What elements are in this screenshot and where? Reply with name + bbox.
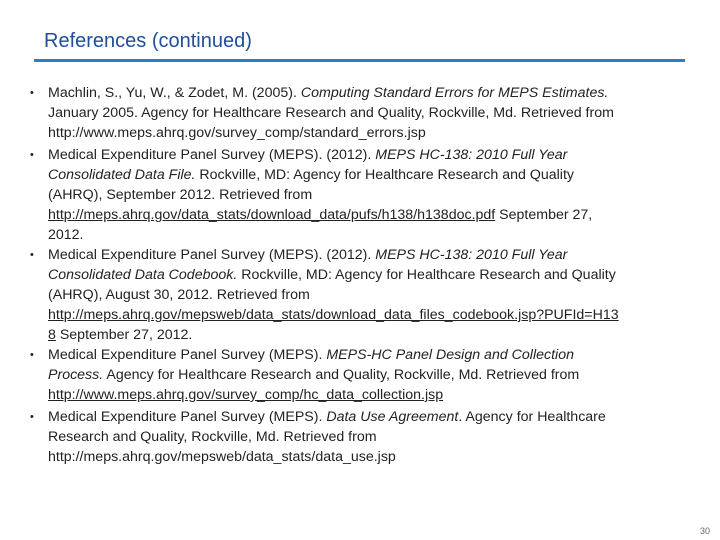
reference-title: MEPS HC-138: 2010 Full Year: [375, 247, 568, 263]
reference-title: Consolidated Data Codebook.: [48, 267, 238, 283]
reference-item-machlin: • Machlin, S., Yu, W., & Zodet, M. (2005…: [30, 83, 698, 143]
reference-line: http://meps.ahrq.gov/mepsweb/data_stats/…: [48, 305, 698, 325]
reference-line: (AHRQ), September 2012. Retrieved from: [48, 187, 313, 203]
reference-title: Computing Standard Errors for MEPS Estim…: [300, 85, 609, 101]
reference-line: Medical Expenditure Panel Survey (MEPS).…: [48, 407, 698, 427]
reference-line: Consolidated Data File. Rockville, MD: A…: [48, 165, 698, 185]
reference-line: Machlin, S., Yu, W., & Zodet, M. (2005).…: [48, 83, 698, 103]
reference-title: Data Use Agreement: [326, 409, 459, 425]
reference-line: Consolidated Data Codebook. Rockville, M…: [48, 265, 698, 285]
bullet-icon: •: [30, 87, 34, 99]
reference-publisher: Agency for Healthcare Research and Quali…: [103, 367, 580, 383]
reference-line: Medical Expenditure Panel Survey (MEPS).…: [48, 345, 698, 365]
reference-authors: Machlin, S., Yu, W., & Zodet, M. (2005).: [48, 85, 301, 101]
reference-line: 8 September 27, 2012.: [48, 325, 698, 345]
reference-url: http://www.meps.ahrq.gov/survey_comp/sta…: [48, 125, 426, 141]
reference-title: Consolidated Data File.: [48, 167, 196, 183]
reference-publisher: Rockville, MD: Agency for Healthcare Res…: [195, 167, 574, 183]
slide-title: References (continued): [44, 30, 252, 52]
reference-publisher: . Agency for Healthcare: [458, 409, 606, 425]
reference-title: MEPS HC-138: 2010 Full Year: [375, 147, 568, 163]
reference-line: http://meps.ahrq.gov/data_stats/download…: [48, 205, 698, 225]
bullet-icon: •: [30, 411, 34, 423]
reference-link[interactable]: http://meps.ahrq.gov/data_stats/download…: [48, 207, 496, 223]
bullet-icon: •: [30, 249, 34, 261]
reference-link[interactable]: http://meps.ahrq.gov/mepsweb/data_stats/…: [48, 307, 619, 323]
reference-line: Process. Agency for Healthcare Research …: [48, 365, 698, 385]
reference-line: Medical Expenditure Panel Survey (MEPS).…: [48, 245, 698, 265]
reference-line: http://www.meps.ahrq.gov/survey_comp/hc_…: [48, 385, 698, 405]
reference-date: September 27,: [495, 207, 593, 223]
reference-title: Process.: [48, 367, 104, 383]
reference-item-data-use-agreement: • Medical Expenditure Panel Survey (MEPS…: [30, 407, 698, 467]
title-underline: [34, 59, 685, 62]
reference-line: Medical Expenditure Panel Survey (MEPS).…: [48, 145, 698, 165]
reference-line: (AHRQ), August 30, 2012. Retrieved from: [48, 287, 310, 303]
reference-authors: Medical Expenditure Panel Survey (MEPS).…: [48, 147, 376, 163]
reference-item-panel-design: • Medical Expenditure Panel Survey (MEPS…: [30, 345, 698, 405]
reference-line: Research and Quality, Rockville, Md. Ret…: [48, 429, 377, 445]
reference-authors: Medical Expenditure Panel Survey (MEPS).: [48, 409, 327, 425]
reference-date: September 27, 2012.: [55, 327, 193, 343]
reference-url: http://meps.ahrq.gov/mepsweb/data_stats/…: [48, 449, 396, 465]
reference-publisher: Rockville, MD: Agency for Healthcare Res…: [237, 267, 616, 283]
bullet-icon: •: [30, 349, 34, 361]
reference-item-hc138-codebook: • Medical Expenditure Panel Survey (MEPS…: [30, 245, 698, 345]
reference-line: January 2005. Agency for Healthcare Rese…: [48, 105, 614, 121]
bullet-icon: •: [30, 149, 34, 161]
reference-authors: Medical Expenditure Panel Survey (MEPS).…: [48, 247, 376, 263]
reference-link[interactable]: http://www.meps.ahrq.gov/survey_comp/hc_…: [48, 387, 444, 403]
reference-title: MEPS-HC Panel Design and Collection: [326, 347, 574, 363]
page-number: 30: [699, 526, 710, 536]
reference-link[interactable]: 8: [48, 327, 56, 343]
reference-authors: Medical Expenditure Panel Survey (MEPS).: [48, 347, 327, 363]
reference-line: 2012.: [48, 227, 84, 243]
reference-item-hc138-data-file: • Medical Expenditure Panel Survey (MEPS…: [30, 145, 698, 245]
